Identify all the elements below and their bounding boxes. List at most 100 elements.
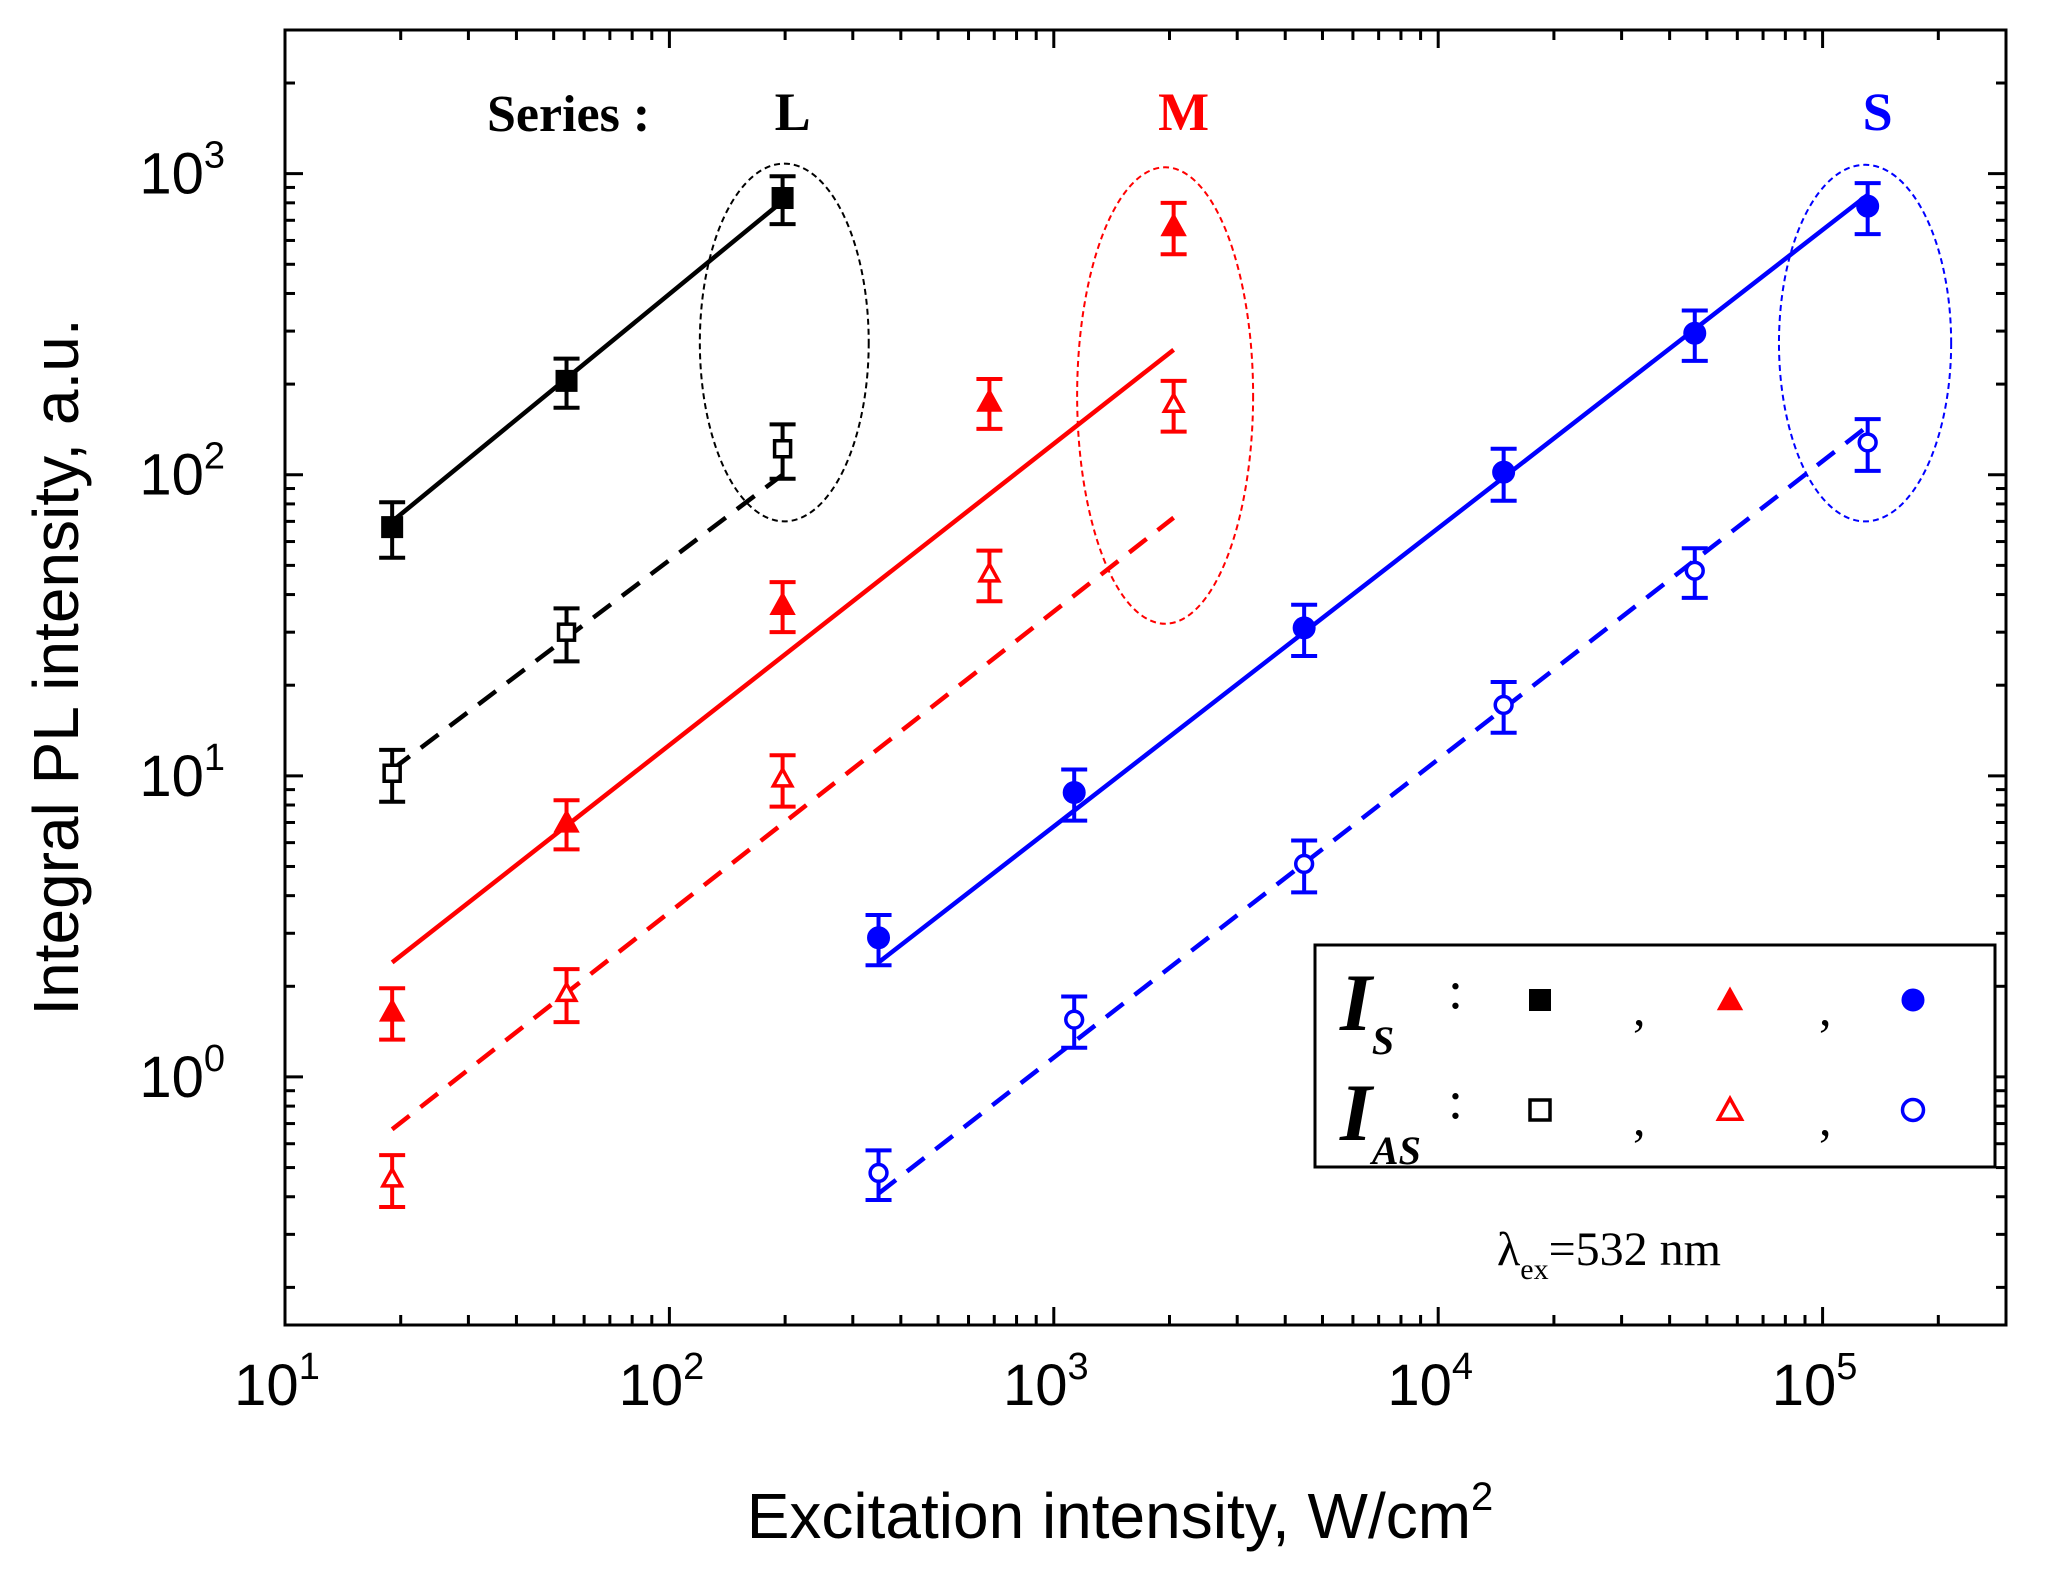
- series-heading: Series :: [487, 86, 650, 143]
- legend-comma: ,: [1633, 1090, 1646, 1146]
- axes-layer: [283, 28, 2008, 1327]
- series-label-m: M: [1158, 82, 1209, 142]
- y-axis-title: Integral PL intensity, a.u.: [20, 318, 92, 1015]
- fit-line-ias-s: [877, 424, 1870, 1196]
- legend-comma: ,: [1633, 980, 1646, 1036]
- legend-symbol: I: [1339, 957, 1375, 1048]
- series-label-l: L: [775, 82, 811, 142]
- fit-line-is-s: [877, 193, 1870, 965]
- data-point-ias-s: [1493, 694, 1514, 716]
- data-point-ias-s: [1064, 1009, 1085, 1030]
- data-point-is-s: [1683, 321, 1707, 345]
- highlight-ellipses-layer: [698, 162, 1953, 625]
- annotation-value: =532 nm: [1549, 1223, 1721, 1276]
- fit-line-ias-m: [390, 515, 1176, 1132]
- series-label-s: S: [1863, 82, 1893, 142]
- highlight-ellipse-s: [1777, 163, 1953, 523]
- annotation-lambda: λ: [1497, 1223, 1521, 1276]
- legend-comma: ,: [1819, 980, 1832, 1036]
- legend-marker-m: [1715, 1094, 1745, 1121]
- data-point-is-l: [771, 187, 794, 210]
- y-tick-label-exponent: 3: [204, 135, 225, 177]
- fit-line-is-l: [390, 199, 785, 524]
- data-point-ias-s: [868, 1162, 889, 1184]
- x-tick-label-exponent: 1: [299, 1346, 320, 1388]
- fit-line-ias-l: [390, 472, 784, 772]
- data-point-ias-m: [977, 560, 1002, 583]
- x-tick-label-exponent: 5: [1836, 1346, 1857, 1388]
- y-tick-label: 102: [139, 436, 225, 508]
- legend-marker-m: [1716, 986, 1744, 1011]
- data-point-is-l: [555, 369, 578, 392]
- data-point-ias-m: [379, 1165, 405, 1188]
- x-tick-label-exponent: 3: [1067, 1346, 1088, 1388]
- y-tick-label-base: 10: [139, 142, 204, 207]
- data-point-is-s: [1062, 781, 1086, 805]
- x-tick-label: 105: [1772, 1346, 1858, 1418]
- data-point-is-m: [378, 997, 406, 1022]
- x-tick-label-exponent: 4: [1452, 1346, 1473, 1388]
- y-tick-label: 100: [139, 1038, 225, 1110]
- highlight-ellipse-m: [1076, 166, 1255, 625]
- data-point-is-m: [769, 591, 796, 615]
- x-tick-label: 104: [1387, 1346, 1473, 1418]
- labels-layer: Integral PL intensity, a.u. Excitation i…: [20, 82, 1893, 1552]
- data-points-layer: [378, 174, 1881, 1209]
- legend-separator-0: :: [1448, 960, 1463, 1020]
- x-tick-label-base: 10: [1772, 1353, 1837, 1418]
- y-tick-label-base: 10: [139, 744, 204, 809]
- y-tick-label-base: 10: [139, 1045, 204, 1110]
- y-tick-label-exponent: 0: [204, 1038, 225, 1080]
- y-tick-label-exponent: 2: [204, 436, 225, 478]
- highlight-ellipse-l: [698, 162, 870, 523]
- data-point-is-s: [1492, 460, 1516, 484]
- x-axis-title: Excitation intensity, W/cm2: [747, 1475, 1494, 1552]
- data-point-ias-m: [554, 980, 579, 1003]
- data-point-ias-m: [770, 765, 795, 788]
- data-point-ias-l: [382, 763, 402, 783]
- data-point-ias-m: [1161, 391, 1186, 413]
- legend-subscript: AS: [1369, 1128, 1421, 1173]
- y-tick-label: 101: [139, 737, 225, 809]
- data-point-ias-s: [1857, 432, 1878, 453]
- x-axis-title-main: Excitation intensity, W/cm: [747, 1480, 1471, 1552]
- legend-marker-s: [1901, 988, 1925, 1012]
- legend-marker-l: [1529, 989, 1551, 1011]
- excitation-wavelength-annotation: λex=532 nm: [1497, 1223, 1721, 1286]
- y-tick-label: 103: [139, 135, 225, 207]
- fit-lines-layer: [390, 193, 1870, 1196]
- y-tick-label-exponent: 1: [204, 737, 225, 779]
- y-tick-label-base: 10: [139, 443, 204, 508]
- data-point-is-s: [1856, 194, 1880, 218]
- legend-row-label-0: IS: [1339, 957, 1394, 1063]
- data-point-is-m: [1160, 212, 1187, 237]
- legend-subscript: S: [1372, 1018, 1394, 1063]
- legend-marker-l: [1528, 1098, 1552, 1122]
- x-tick-label: 102: [619, 1346, 705, 1418]
- legend-row-label-1: IAS: [1339, 1067, 1421, 1173]
- data-point-is-m: [976, 388, 1003, 412]
- data-point-is-l: [381, 516, 404, 539]
- data-point-ias-l: [556, 622, 577, 642]
- plot-frame: [283, 28, 2008, 1327]
- fit-line-is-m: [390, 348, 1176, 965]
- x-tick-label: 103: [1003, 1346, 1089, 1418]
- legend-box: [1313, 943, 1997, 1169]
- legend-symbol: I: [1339, 1067, 1375, 1158]
- annotation-subscript: ex: [1520, 1253, 1548, 1286]
- legend-marker-s: [1900, 1097, 1926, 1123]
- x-axis-title-superscript: 2: [1471, 1475, 1493, 1519]
- x-tick-label-base: 10: [1387, 1353, 1452, 1418]
- x-tick-label-base: 10: [234, 1353, 299, 1418]
- data-point-ias-l: [772, 438, 793, 459]
- data-point-ias-s: [1684, 560, 1705, 581]
- data-point-ias-s: [1293, 853, 1315, 875]
- data-point-is-s: [1292, 616, 1316, 640]
- x-tick-label: 101: [234, 1346, 320, 1418]
- x-tick-label-base: 10: [1003, 1353, 1068, 1418]
- data-point-is-m: [553, 808, 580, 833]
- legend-separator-1: :: [1448, 1070, 1463, 1130]
- x-tick-label-base: 10: [619, 1353, 684, 1418]
- legend: IS:, ,IAS:,,: [1313, 943, 1997, 1173]
